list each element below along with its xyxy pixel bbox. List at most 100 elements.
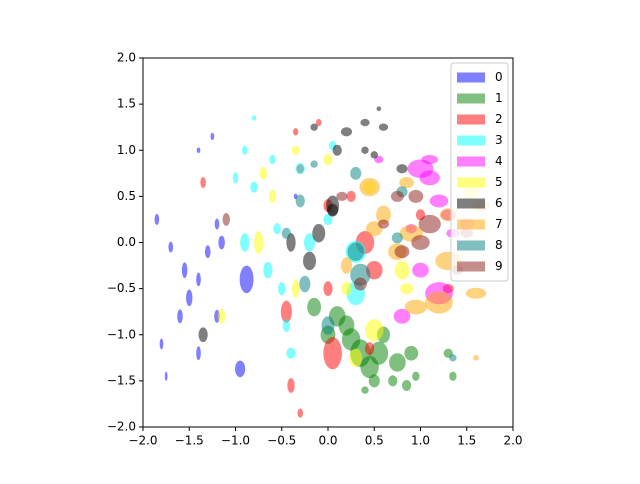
point [389,353,406,372]
x-tick-label: −0.5 [267,434,296,448]
point [196,346,201,361]
legend-swatch [457,135,485,146]
point [210,132,215,141]
legend-swatch [457,219,485,230]
legend-label: 6 [495,196,503,210]
point [404,345,419,361]
point [350,166,362,180]
point [204,245,211,259]
point [425,291,453,314]
point [336,191,348,201]
x-tick-label: 0.5 [365,434,384,448]
point [312,224,326,243]
point [394,260,410,280]
point [360,118,370,127]
point [349,348,363,368]
y-tick-label: 1.0 [117,143,136,157]
legend-swatch [457,177,485,188]
point [291,279,300,298]
point [400,283,414,295]
point [419,170,440,186]
point [365,342,375,356]
y-tick-label: 2.0 [117,51,136,65]
point [327,203,339,217]
legend-swatch [457,156,485,167]
point [377,219,390,229]
point [164,371,168,381]
point [281,227,291,239]
point [411,235,430,250]
x-tick-label: 2.0 [503,434,522,448]
point [292,128,299,136]
y-tick-label: −1.5 [107,373,136,387]
legend-label: 9 [495,259,503,273]
axes-decor: −2.0 −1.5 −1.0 −0.5 0.0 0.5 1.0 1.5 2.0 −2.0 −1.5 −… [107,51,523,448]
legend-swatch [457,93,485,104]
point [259,166,267,180]
point [365,319,384,342]
y-tick-label: 0.0 [117,235,136,249]
point [310,160,318,168]
legend-swatch [457,261,485,272]
point [251,115,257,121]
legend-label: 2 [495,112,503,126]
legend-label: 8 [495,238,503,252]
point [323,337,342,370]
point [240,233,250,252]
point [263,261,273,279]
x-tick-label: 1.0 [411,434,430,448]
point [359,177,380,197]
point [159,338,164,350]
legend-label: 0 [495,70,503,84]
point [346,190,356,202]
point [287,378,295,393]
legend-label: 7 [495,217,503,231]
point [449,371,457,381]
point [353,277,367,291]
point [273,223,281,235]
point [198,327,208,343]
point [429,194,449,208]
legend: 0 1 2 3 4 5 6 7 8 9 [450,62,509,282]
point [370,151,378,159]
point [412,262,429,278]
point [217,308,226,324]
point [321,316,335,335]
point [412,371,420,381]
y-tick-label: −2.0 [107,420,136,434]
point [282,319,291,332]
point [177,309,183,324]
point [421,154,439,165]
point [297,408,304,418]
point [280,300,292,323]
point [391,232,403,244]
y-tick-label: 0.5 [117,189,136,203]
point [332,144,342,156]
point [269,154,276,165]
point [154,213,160,225]
point [465,287,487,299]
point [232,172,239,184]
point [291,145,300,155]
legend-label: 5 [495,175,503,189]
point [399,177,415,189]
point [376,106,382,112]
point [402,379,412,392]
point [196,272,201,287]
point [388,375,398,387]
point [295,163,305,175]
point [340,127,353,137]
point [360,355,379,379]
legend-label: 4 [495,154,503,168]
legend-swatch [457,240,485,251]
point [307,297,322,317]
x-tick-label: 0.0 [318,434,337,448]
point [404,299,427,315]
point [268,189,277,203]
point [186,289,193,307]
point [196,147,201,154]
point [408,189,424,203]
x-tick-label: −1.5 [175,434,204,448]
point [473,355,479,361]
